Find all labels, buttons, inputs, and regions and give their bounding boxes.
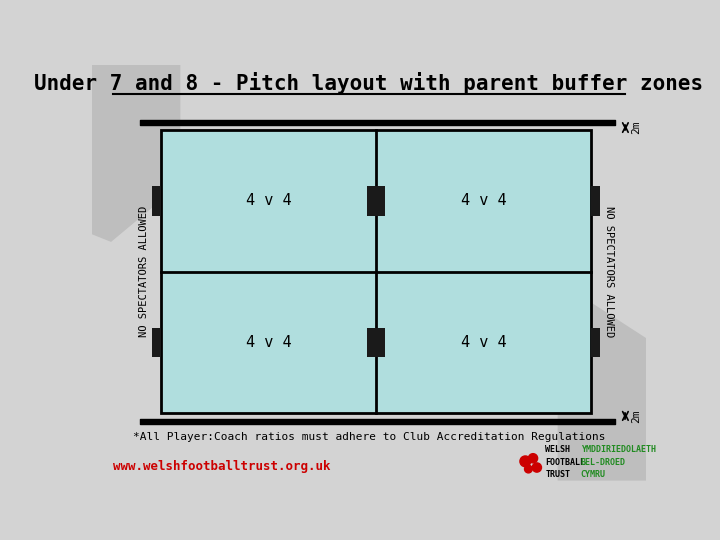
Bar <box>152 328 161 357</box>
Text: NO SPECTATORS ALLOWED: NO SPECTATORS ALLOWED <box>604 206 614 337</box>
Text: 4 v 4: 4 v 4 <box>461 193 506 208</box>
Circle shape <box>520 456 531 467</box>
Text: 2m: 2m <box>631 121 642 134</box>
Text: NO SPECTATORS ALLOWED: NO SPECTATORS ALLOWED <box>139 206 149 337</box>
Circle shape <box>532 463 541 472</box>
Bar <box>152 186 161 215</box>
Bar <box>590 186 600 215</box>
Text: WELSH
FOOTBALL
TRUST: WELSH FOOTBALL TRUST <box>545 445 585 479</box>
Text: 4 v 4: 4 v 4 <box>461 335 506 350</box>
Polygon shape <box>558 296 647 481</box>
Text: www.welshfootballtrust.org.uk: www.welshfootballtrust.org.uk <box>113 460 331 473</box>
Text: 2m: 2m <box>631 409 642 423</box>
Text: 4 v 4: 4 v 4 <box>246 335 292 350</box>
Bar <box>366 328 376 357</box>
Circle shape <box>525 465 532 473</box>
Polygon shape <box>92 65 180 242</box>
Text: *All Player:Coach ratios must adhere to Club Accreditation Regulations: *All Player:Coach ratios must adhere to … <box>132 431 606 442</box>
Bar <box>376 186 385 215</box>
Bar <box>590 328 600 357</box>
Text: 4 v 4: 4 v 4 <box>246 193 292 208</box>
Text: YMDDIRIEDOLAETH
BEL-DROED
CYMRU: YMDDIRIEDOLAETH BEL-DROED CYMRU <box>581 445 656 479</box>
Bar <box>366 186 376 215</box>
Bar <box>376 328 385 357</box>
Bar <box>161 130 590 413</box>
Circle shape <box>528 454 538 463</box>
Text: Under 7 and 8 - Pitch layout with parent buffer zones: Under 7 and 8 - Pitch layout with parent… <box>35 72 703 94</box>
